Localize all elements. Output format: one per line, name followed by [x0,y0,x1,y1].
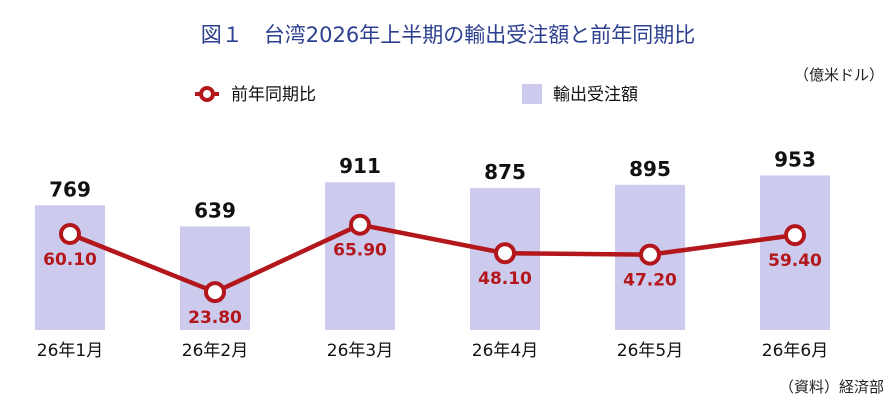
bar-value-label: 875 [484,160,526,184]
line-point [204,281,226,304]
bar-value-label: 911 [339,154,381,178]
bar [180,226,250,330]
category-label: 26年3月 [327,341,393,361]
bar [760,175,830,330]
line-value-label: 60.10 [43,250,97,270]
line-point [59,223,81,245]
line-series [69,222,796,295]
line-point [349,213,371,236]
chart-title: 図１ 台湾2026年上半期の輸出受注額と前年同期比 [201,23,695,47]
bar-value-label: 639 [194,198,236,222]
legend-bar-swatch [522,84,542,104]
line-value-label: 48.10 [478,269,532,289]
category-label: 26年1月 [37,341,103,361]
category-label: 26年5月 [617,341,683,361]
bar-value-label: 953 [774,147,816,171]
legend-marker-icon [199,86,215,102]
bar-value-label: 895 [629,157,671,181]
source-label: （資料）経済部 [779,378,884,396]
unit-label: （億米ドル） [794,66,884,84]
bar [325,182,395,330]
category-label: 26年6月 [762,341,828,361]
legend-line-label: 前年同期比 [231,85,316,105]
bar-value-label: 769 [49,177,91,201]
legend-bar-label: 輸出受注額 [553,85,638,105]
line-value-label: 47.20 [623,271,677,291]
line-point [494,242,516,265]
category-label: 26年2月 [182,341,248,361]
category-label: 26年4月 [472,341,538,361]
line-value-label: 65.90 [333,241,387,261]
line-value-label: 23.80 [188,308,242,328]
line-value-label: 59.40 [768,251,822,271]
line-point [784,224,806,247]
legend: 前年同期比 輸出受注額 [195,84,638,105]
line-point [639,243,661,266]
